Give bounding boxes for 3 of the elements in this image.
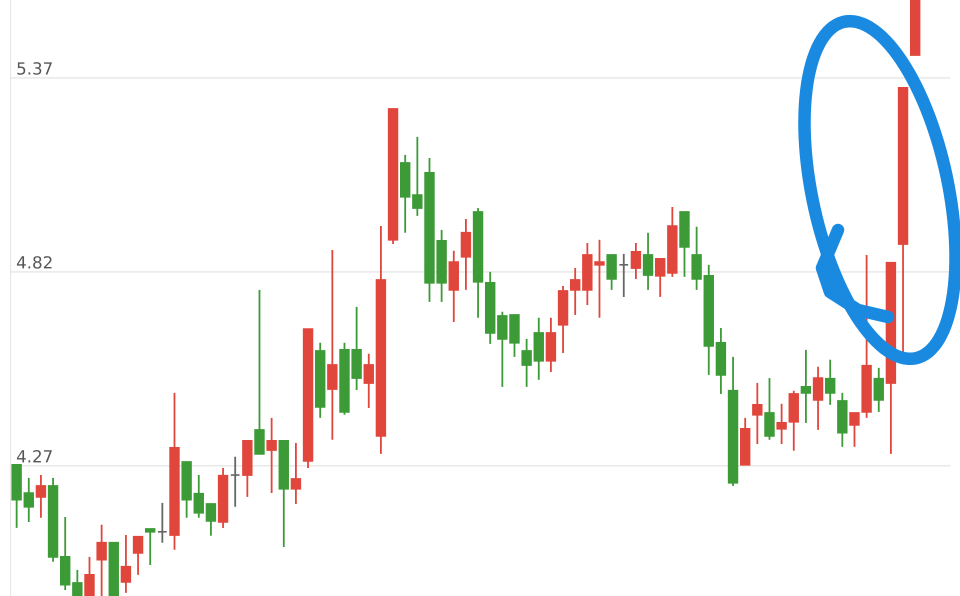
y-tick-label: 4.27 [16, 450, 52, 462]
y-tick-label: 5.37 [17, 62, 52, 75]
y-tick-label: 4.82 [16, 256, 52, 269]
